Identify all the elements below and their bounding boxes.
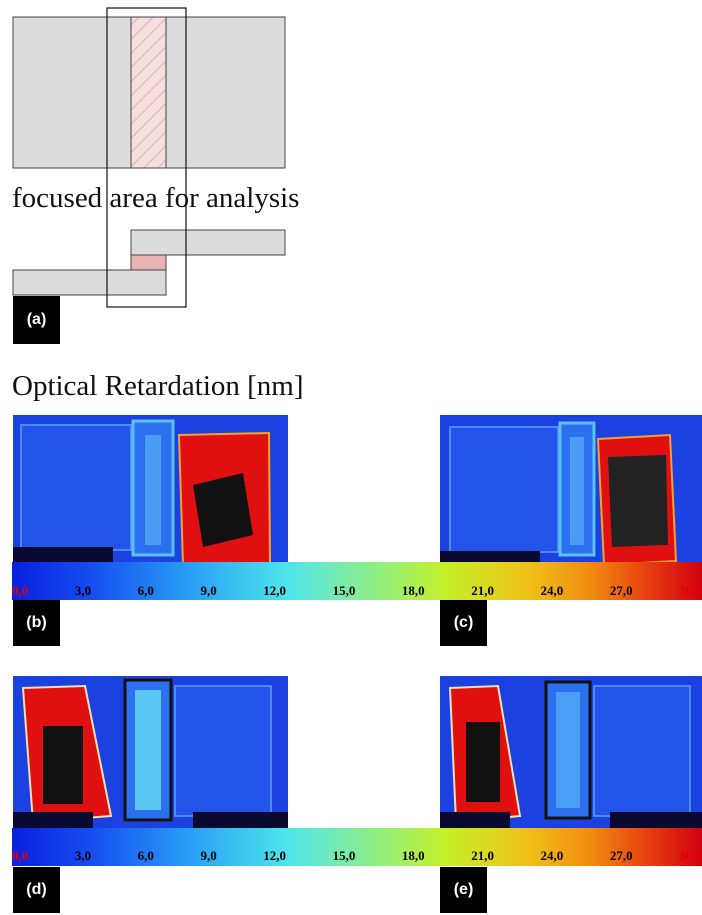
tick-27: 27,0 <box>609 848 633 863</box>
tick-15: 15,0 <box>332 583 356 598</box>
retardation-title: Optical Retardation [nm] <box>12 370 304 402</box>
tick-3: 3,0 <box>74 848 92 863</box>
tick-21: 21,0 <box>471 583 494 598</box>
tick-0: 0,0 <box>12 848 29 863</box>
tick-6: 6,0 <box>137 848 154 863</box>
tick-24: 24,0 <box>540 583 564 598</box>
tick-12: 12,0 <box>263 848 286 863</box>
panel-label-b: (b) <box>13 600 60 646</box>
retardation-map-d <box>13 676 288 828</box>
tick-27: 27,0 <box>609 583 633 598</box>
upper-adherend <box>130 229 286 256</box>
tick-18: 18,0 <box>401 848 425 863</box>
tick-3: 3,0 <box>74 583 92 598</box>
colorbar-2 <box>12 828 702 866</box>
panel-label-d: (d) <box>13 867 60 913</box>
schematic-diagram <box>12 7 286 308</box>
tick-9: 9,0 <box>200 848 217 863</box>
tick-21: 21,0 <box>471 848 494 863</box>
hatched-strip <box>130 16 167 169</box>
panel-label-a: (a) <box>13 296 60 344</box>
panel-label-c: (c) <box>440 600 487 646</box>
adhesive-layer <box>130 254 167 271</box>
tick-15: 15,0 <box>332 848 356 863</box>
retardation-map-e <box>440 676 702 828</box>
tick-18: 18,0 <box>401 583 425 598</box>
focus-caption: focused area for analysis <box>12 182 300 214</box>
lower-adherend <box>12 269 167 296</box>
colorbar-2-ticks: 0,0 3,0 6,0 9,0 12,0 15,0 18,0 21,0 24,0… <box>12 848 702 864</box>
tick-12: 12,0 <box>263 583 286 598</box>
tick-30: 30,0 <box>679 583 702 598</box>
tick-30: 30,0 <box>679 848 702 863</box>
tick-6: 6,0 <box>137 583 154 598</box>
panel-label-e: (e) <box>440 867 487 913</box>
tick-9: 9,0 <box>200 583 217 598</box>
colorbar-1 <box>12 562 702 600</box>
tick-24: 24,0 <box>540 848 564 863</box>
focus-frame <box>106 7 187 308</box>
retardation-map-c <box>440 415 702 567</box>
retardation-map-b <box>13 415 288 567</box>
colorbar-1-ticks: 0,0 3,0 6,0 9,0 12,0 15,0 18,0 21,0 24,0… <box>12 583 702 599</box>
tick-0: 0,0 <box>12 583 29 598</box>
